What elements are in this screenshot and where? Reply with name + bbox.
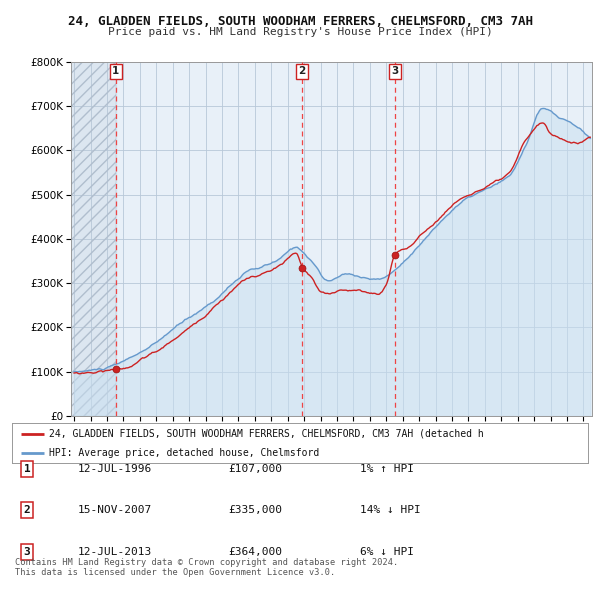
Text: 12-JUL-1996: 12-JUL-1996 [78, 464, 152, 474]
Text: £107,000: £107,000 [228, 464, 282, 474]
Text: 24, GLADDEN FIELDS, SOUTH WOODHAM FERRERS, CHELMSFORD, CM3 7AH (detached h: 24, GLADDEN FIELDS, SOUTH WOODHAM FERRER… [49, 429, 484, 439]
Text: 3: 3 [23, 547, 31, 556]
Text: 15-NOV-2007: 15-NOV-2007 [78, 506, 152, 515]
Text: 3: 3 [391, 67, 399, 76]
Text: 2: 2 [298, 67, 306, 76]
Text: 12-JUL-2013: 12-JUL-2013 [78, 547, 152, 556]
Text: Price paid vs. HM Land Registry's House Price Index (HPI): Price paid vs. HM Land Registry's House … [107, 27, 493, 37]
Text: 1% ↑ HPI: 1% ↑ HPI [360, 464, 414, 474]
Text: 24, GLADDEN FIELDS, SOUTH WOODHAM FERRERS, CHELMSFORD, CM3 7AH: 24, GLADDEN FIELDS, SOUTH WOODHAM FERRER… [67, 15, 533, 28]
Text: 1: 1 [112, 67, 119, 76]
Text: Contains HM Land Registry data © Crown copyright and database right 2024.
This d: Contains HM Land Registry data © Crown c… [15, 558, 398, 577]
Text: £335,000: £335,000 [228, 506, 282, 515]
Bar [71, 62, 116, 416]
Text: HPI: Average price, detached house, Chelmsford: HPI: Average price, detached house, Chel… [49, 448, 320, 458]
Bar [71, 62, 116, 416]
Text: 1: 1 [23, 464, 31, 474]
Text: 2: 2 [23, 506, 31, 515]
Text: 14% ↓ HPI: 14% ↓ HPI [360, 506, 421, 515]
Text: 6% ↓ HPI: 6% ↓ HPI [360, 547, 414, 556]
Text: £364,000: £364,000 [228, 547, 282, 556]
